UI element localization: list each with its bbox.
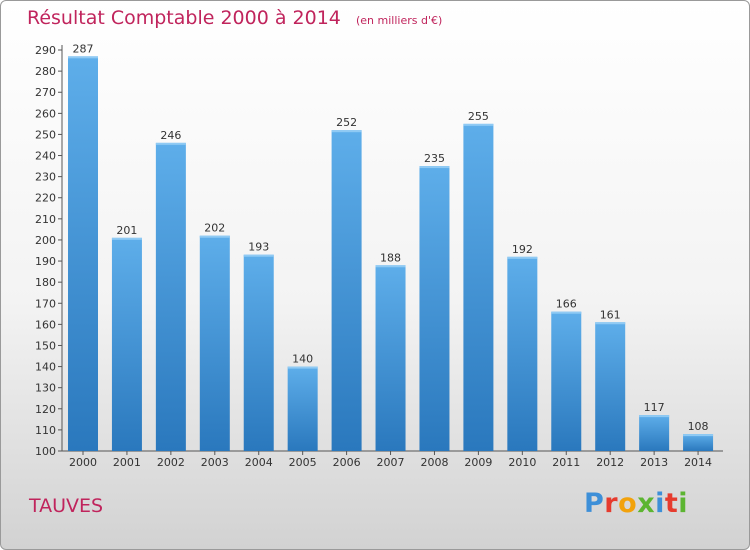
value-label-2001: 201 — [116, 224, 137, 237]
value-label-2003: 202 — [204, 222, 225, 235]
title-text: Résultat Comptable 2000 à 2014 — [27, 7, 341, 29]
labels: 287 2000 201 2001 246 2002 202 2003 193 2004 140 20… — [69, 42, 712, 469]
value-label-2011: 166 — [556, 298, 577, 311]
x-tick-label-2003: 2003 — [201, 456, 229, 469]
bar-2001 — [111, 237, 142, 451]
bar-highlight-2013 — [639, 415, 670, 418]
bar-highlight-2012 — [595, 322, 626, 325]
bar-highlight-2002 — [155, 142, 186, 145]
x-tick-label-2007: 2007 — [377, 456, 405, 469]
bar-highlight-2005 — [287, 366, 318, 369]
bar-2012 — [595, 322, 626, 451]
value-label-2009: 255 — [468, 110, 489, 123]
bar-2000 — [68, 56, 98, 452]
value-label-2012: 161 — [600, 308, 621, 321]
bar-highlight-2006 — [331, 130, 362, 133]
y-tick-label: 150 — [35, 339, 56, 352]
bar-2007 — [375, 265, 406, 451]
bar-2002 — [155, 142, 186, 451]
bar-2006 — [331, 130, 362, 451]
x-tick-label-2014: 2014 — [684, 456, 712, 469]
x-tick-label-2010: 2010 — [508, 456, 536, 469]
value-label-2002: 246 — [160, 129, 181, 142]
y-tick-label: 170 — [35, 297, 56, 310]
y-tick-label: 190 — [35, 255, 56, 268]
bar-highlight-2008 — [419, 166, 450, 169]
bar-highlight-2011 — [551, 311, 582, 314]
bar-2004 — [243, 254, 274, 451]
y-tick-label: 140 — [35, 361, 56, 374]
x-tick-label-2004: 2004 — [245, 456, 273, 469]
value-label-2006: 252 — [336, 116, 357, 129]
y-tick-label: 130 — [35, 382, 56, 395]
value-label-2005: 140 — [292, 353, 313, 366]
value-label-2014: 108 — [688, 420, 709, 433]
commune-name: TAUVES — [29, 495, 104, 517]
x-tick-label-2000: 2000 — [69, 456, 97, 469]
bar-2011 — [551, 311, 582, 451]
y-tick-label: 100 — [35, 445, 56, 458]
x-tick-label-2011: 2011 — [552, 456, 580, 469]
bar-2014 — [683, 434, 714, 451]
y-tick-label: 230 — [35, 171, 56, 184]
y-tick-label: 160 — [35, 318, 56, 331]
chart-title: Résultat Comptable 2000 à 2014 (en milli… — [27, 7, 442, 29]
x-tick-label-2009: 2009 — [464, 456, 492, 469]
x-tick-label-2002: 2002 — [157, 456, 185, 469]
y-tick-label: 240 — [35, 150, 56, 163]
bar-highlight-2009 — [463, 123, 494, 126]
y-tick-label: 220 — [35, 192, 56, 205]
y-tick-label: 200 — [35, 234, 56, 247]
x-tick-label-2013: 2013 — [640, 456, 668, 469]
value-label-2013: 117 — [644, 401, 665, 414]
value-label-2010: 192 — [512, 243, 533, 256]
y-tick-label: 110 — [35, 424, 56, 437]
x-tick-label-2006: 2006 — [333, 456, 361, 469]
bar-2009 — [463, 123, 494, 452]
bar-highlight-2014 — [683, 434, 714, 437]
proxiti-logo[interactable]: Proxiti — [584, 488, 689, 519]
bar-highlight-2007 — [375, 265, 406, 268]
bar-highlight-2004 — [243, 254, 274, 257]
bar-2008 — [419, 166, 450, 451]
value-label-2000: 287 — [73, 42, 94, 55]
bar-2013 — [639, 415, 670, 451]
value-label-2004: 193 — [248, 241, 269, 254]
bars — [68, 56, 714, 452]
bar-highlight-2000 — [68, 56, 98, 59]
y-tick-label: 120 — [35, 403, 56, 416]
x-tick-label-2012: 2012 — [596, 456, 624, 469]
unit-text: (en milliers d'€) — [355, 14, 443, 27]
y-tick-label: 280 — [35, 65, 56, 78]
bar-highlight-2010 — [507, 256, 538, 259]
bar-2010 — [507, 256, 538, 451]
x-tick-label-2001: 2001 — [113, 456, 141, 469]
x-tick-label-2005: 2005 — [289, 456, 317, 469]
y-tick-label: 180 — [35, 276, 56, 289]
bar-2005 — [287, 366, 318, 451]
value-label-2008: 235 — [424, 152, 445, 165]
y-tick-label: 270 — [35, 86, 56, 99]
bar-2003 — [199, 235, 230, 451]
y-tick-label: 210 — [35, 213, 56, 226]
bar-highlight-2001 — [111, 237, 142, 240]
value-label-2007: 188 — [380, 251, 401, 264]
y-tick-label: 250 — [35, 128, 56, 141]
bar-highlight-2003 — [199, 235, 230, 238]
y-tick-label: 260 — [35, 107, 56, 120]
y-tick-label: 290 — [35, 44, 56, 57]
x-tick-label-2008: 2008 — [420, 456, 448, 469]
